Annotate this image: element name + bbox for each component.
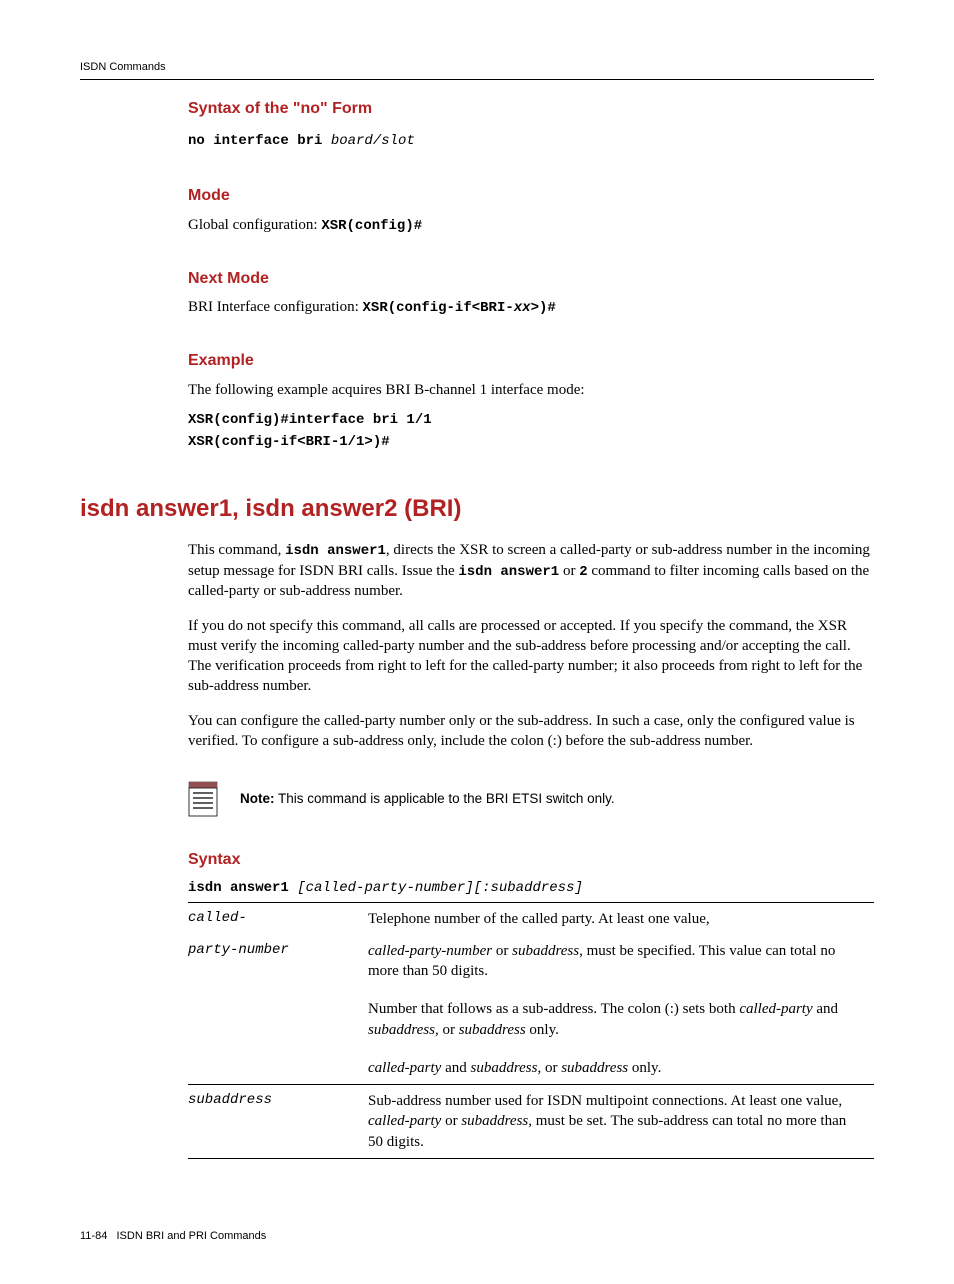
text: subaddress — [512, 943, 579, 959]
table-row: called- Telephone number of the called p… — [188, 902, 874, 935]
param-desc: Number that follows as a sub-address. Th… — [368, 987, 874, 1046]
heading-next-mode: Next Mode — [188, 268, 874, 290]
note-body: This command is applicable to the BRI ET… — [275, 791, 615, 806]
text: subaddress — [470, 1060, 537, 1076]
text: , or — [435, 1022, 459, 1038]
text: or — [441, 1113, 461, 1129]
text: called-party — [368, 1060, 441, 1076]
text: , or — [537, 1060, 561, 1076]
param-term — [188, 987, 368, 1046]
note-text: Note: This command is applicable to the … — [240, 790, 615, 808]
command-para3: You can configure the called-party numbe… — [188, 711, 874, 752]
header-rule — [80, 79, 874, 80]
command-para1: This command, isdn answer1, directs the … — [188, 540, 874, 602]
heading-example: Example — [188, 350, 874, 372]
next-mode-prompt-post: >)# — [531, 300, 556, 316]
command-heading: isdn answer1, isdn answer2 (BRI) — [80, 493, 874, 525]
inline-code: isdn answer1 — [458, 564, 559, 580]
running-header: ISDN Commands — [80, 60, 874, 75]
parameter-table: called- Telephone number of the called p… — [188, 902, 874, 1159]
example-intro: The following example acquires BRI B-cha… — [188, 380, 874, 400]
heading-mode: Mode — [188, 185, 874, 207]
code-keyword: no interface bri — [188, 133, 331, 149]
example-line2: XSR(config-if<BRI-1/1>)# — [188, 432, 874, 454]
syntax-line: isdn answer1 [called-party-number][:suba… — [188, 877, 874, 898]
mode-text: Global configuration: XSR(config)# — [188, 215, 874, 236]
inline-code: isdn answer1 — [285, 543, 386, 559]
table-row: Number that follows as a sub-address. Th… — [188, 987, 874, 1046]
param-term — [188, 1046, 368, 1085]
text: This command, — [188, 542, 285, 558]
footer-chapter-title: ISDN BRI and PRI Commands — [117, 1230, 267, 1242]
table-row: subaddress Sub-address number used for I… — [188, 1085, 874, 1159]
note-block: Note: This command is applicable to the … — [188, 781, 874, 817]
footer-page-number: 11-84 — [80, 1230, 107, 1242]
example-line1: XSR(config)#interface bri 1/1 — [188, 410, 874, 432]
text: Number that follows as a sub-address. Th… — [368, 1001, 739, 1017]
text: subaddress — [461, 1113, 528, 1129]
param-term: subaddress — [188, 1085, 368, 1159]
mode-prompt: XSR(config)# — [321, 218, 422, 234]
text: subaddress — [368, 1022, 435, 1038]
page-footer: 11-84 ISDN BRI and PRI Commands — [80, 1229, 874, 1244]
text: subaddress — [561, 1060, 628, 1076]
param-desc: Sub-address number used for ISDN multipo… — [368, 1085, 874, 1159]
heading-no-form: Syntax of the "no" Form — [188, 98, 874, 120]
syntax-args: [called-party-number][:subaddress] — [289, 880, 583, 896]
text: or — [492, 943, 512, 959]
note-icon — [188, 781, 218, 817]
next-mode-prompt-pre: XSR(config-if<BRI- — [363, 300, 514, 316]
param-term: party-number — [188, 935, 368, 988]
syntax-cmd: isdn answer1 — [188, 880, 289, 896]
param-desc: called-party and subaddress, or subaddre… — [368, 1046, 874, 1085]
heading-syntax: Syntax — [188, 849, 874, 871]
next-mode-prompt-arg: xx — [514, 300, 531, 316]
example-code: XSR(config)#interface bri 1/1 XSR(config… — [188, 410, 874, 453]
text: Sub-address number used for ISDN multipo… — [368, 1093, 842, 1109]
next-mode-text: BRI Interface configuration: XSR(config-… — [188, 297, 874, 318]
text: and — [441, 1060, 470, 1076]
text: and — [813, 1001, 838, 1017]
mode-prefix: Global configuration: — [188, 217, 321, 233]
param-term: called- — [188, 902, 368, 935]
next-mode-prefix: BRI Interface configuration: — [188, 299, 363, 315]
text: called-party — [368, 1113, 441, 1129]
param-desc: Telephone number of the called party. At… — [368, 902, 874, 935]
table-row: party-number called-party-number or suba… — [188, 935, 874, 988]
text: called-party-number — [368, 943, 492, 959]
text: or — [559, 563, 579, 579]
text: called-party — [739, 1001, 812, 1017]
no-form-syntax: no interface bri board/slot — [188, 129, 874, 153]
param-desc: called-party-number or subaddress, must … — [368, 935, 874, 988]
inline-code: 2 — [579, 564, 587, 580]
note-label: Note: — [240, 791, 275, 806]
table-row: called-party and subaddress, or subaddre… — [188, 1046, 874, 1085]
text: only. — [526, 1022, 559, 1038]
text: subaddress — [459, 1022, 526, 1038]
code-arg: board/slot — [331, 133, 415, 149]
command-para2: If you do not specify this command, all … — [188, 616, 874, 697]
text: only. — [628, 1060, 661, 1076]
